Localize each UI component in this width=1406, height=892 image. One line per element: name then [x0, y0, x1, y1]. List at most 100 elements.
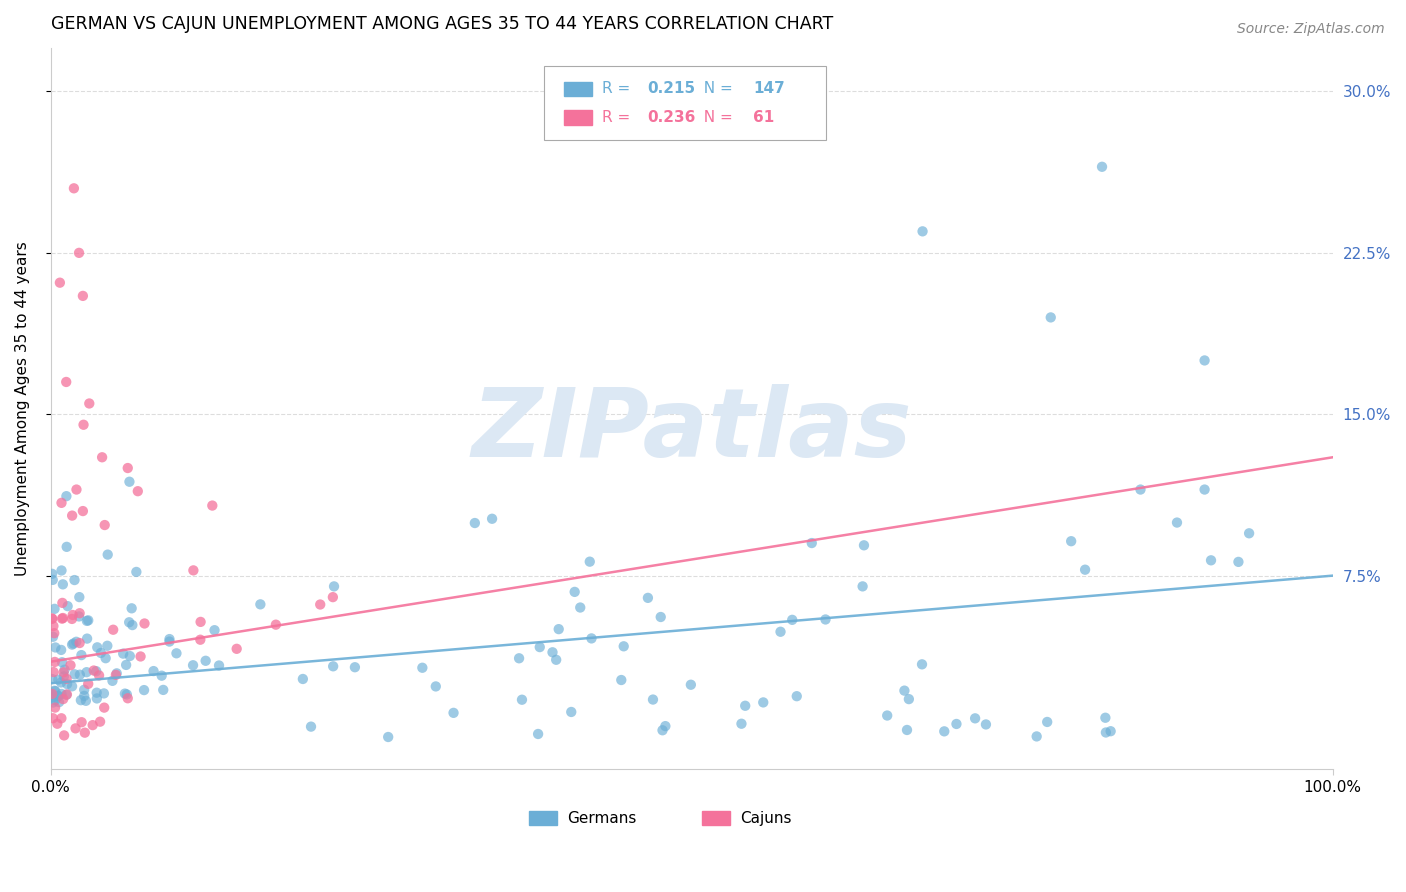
Point [72, 289, 94, 303]
Point [52, 577, 75, 591]
Point [481, 512, 503, 526]
Point [48, 689, 70, 703]
Point [72, 504, 94, 518]
Point [1166, 516, 1188, 530]
Point [53, 728, 76, 742]
Point [734, 698, 756, 713]
Point [63, 573, 86, 587]
Point [65, 634, 87, 648]
Point [69, 636, 91, 650]
Text: 0.215: 0.215 [647, 81, 695, 96]
Point [112, 647, 135, 661]
Point [897, 692, 920, 706]
Point [60, 508, 83, 523]
Point [814, 612, 837, 626]
Point [51, 687, 73, 701]
Point [780, 613, 803, 627]
Point [96, 639, 118, 653]
Point [208, 658, 231, 673]
Point [1199, 553, 1222, 567]
Point [49, 675, 72, 690]
Point [118, 475, 141, 489]
Point [291, 672, 314, 686]
Point [651, 723, 673, 738]
Point [118, 615, 141, 630]
Point [650, 610, 672, 624]
Point [1194, 353, 1216, 368]
Point [679, 678, 702, 692]
Point [44, 626, 66, 640]
Point [159, 634, 181, 648]
Point [42, 696, 65, 710]
Point [264, 617, 287, 632]
Point [51, 496, 73, 510]
Point [546, 653, 568, 667]
Point [46, 716, 69, 731]
Point [527, 727, 550, 741]
Bar [529, 811, 557, 825]
Point [44, 700, 66, 714]
Point [63, 667, 86, 681]
Point [87, 668, 110, 682]
Point [911, 657, 934, 672]
Point [55, 540, 77, 554]
Point [769, 624, 792, 639]
Point [41, 688, 63, 702]
Y-axis label: Unemployment Among Ages 35 to 44 years: Unemployment Among Ages 35 to 44 years [15, 242, 30, 576]
Point [76, 632, 98, 646]
Point [62, 607, 84, 622]
FancyBboxPatch shape [544, 67, 827, 140]
Point [896, 723, 918, 737]
Point [41, 612, 63, 626]
Point [70, 648, 93, 662]
Point [121, 618, 143, 632]
Point [44, 683, 66, 698]
Point [69, 667, 91, 681]
Point [70, 715, 93, 730]
Point [510, 692, 533, 706]
Point [564, 585, 586, 599]
Point [183, 563, 205, 577]
Point [51, 612, 73, 626]
Point [62, 636, 84, 650]
Point [48, 695, 70, 709]
Point [67, 609, 90, 624]
Text: 61: 61 [754, 110, 775, 125]
Point [60, 612, 83, 626]
Bar [564, 81, 592, 96]
Point [1129, 483, 1152, 497]
Point [49, 643, 72, 657]
Point [84, 664, 107, 678]
Point [63, 181, 86, 195]
Point [93, 518, 115, 533]
Point [93, 700, 115, 714]
Point [55, 688, 77, 702]
Point [323, 579, 346, 593]
Point [44, 640, 66, 655]
Point [55, 489, 77, 503]
Point [730, 716, 752, 731]
Point [934, 724, 956, 739]
Point [118, 648, 141, 663]
Point [181, 658, 204, 673]
Point [55, 375, 77, 389]
Point [150, 668, 173, 682]
Point [77, 677, 100, 691]
Point [59, 658, 82, 673]
Point [44, 655, 66, 669]
Point [117, 691, 139, 706]
Point [94, 651, 117, 665]
Text: GERMAN VS CAJUN UNEMPLOYMENT AMONG AGES 35 TO 44 YEARS CORRELATION CHART: GERMAN VS CAJUN UNEMPLOYMENT AMONG AGES … [51, 15, 834, 33]
Point [121, 601, 143, 615]
Point [51, 711, 73, 725]
Point [53, 663, 76, 677]
Point [51, 655, 73, 669]
Point [411, 661, 433, 675]
Point [41, 566, 63, 581]
Point [1237, 526, 1260, 541]
Point [299, 720, 322, 734]
Point [42, 711, 65, 725]
Point [101, 673, 124, 688]
Point [79, 396, 101, 410]
Point [1091, 160, 1114, 174]
